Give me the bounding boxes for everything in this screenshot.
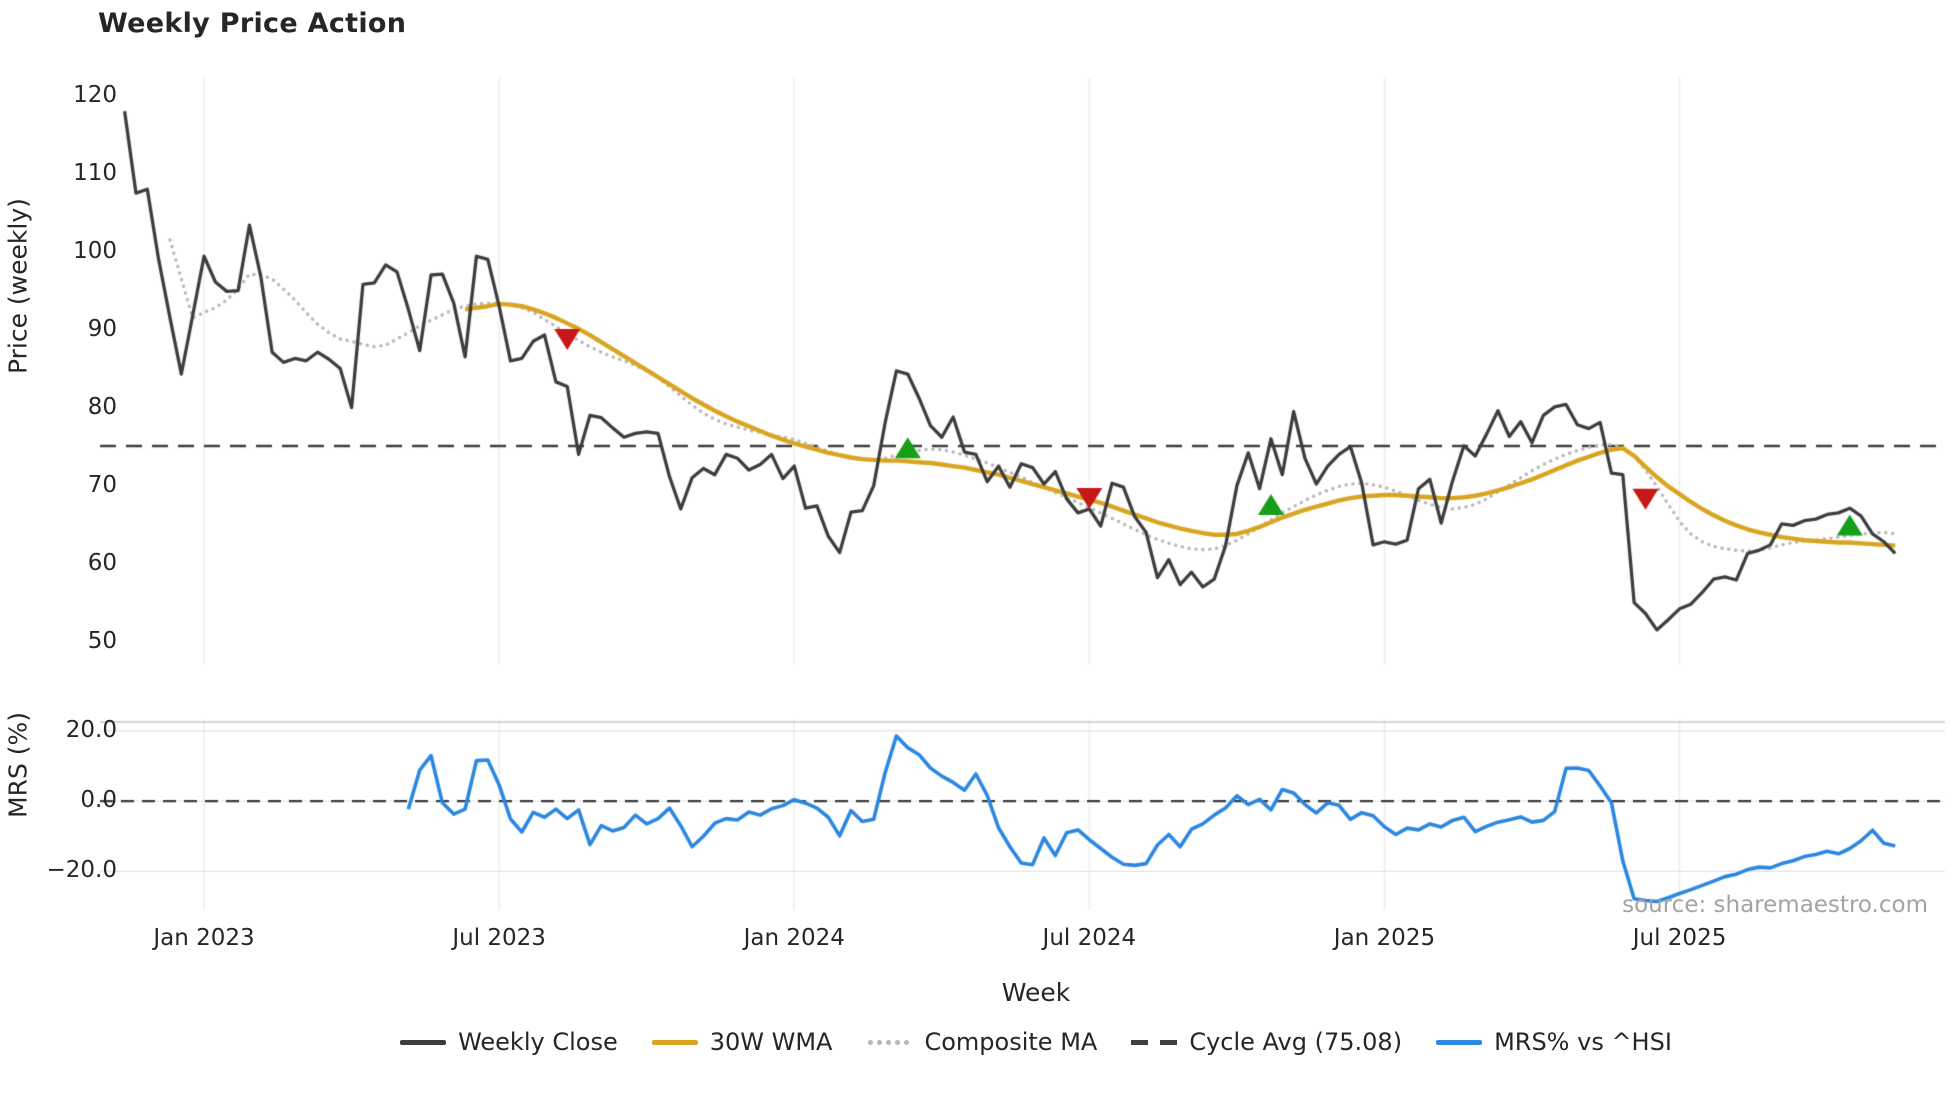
mrs-tick-label: −20.0 — [46, 857, 117, 884]
legend-label: Cycle Avg (75.08) — [1189, 1028, 1403, 1056]
price-tick-label: 50 — [87, 627, 117, 654]
legend-swatch-solid-icon — [400, 1039, 447, 1045]
legend-swatch-solid-icon — [651, 1039, 698, 1045]
price-tick-label: 60 — [87, 549, 117, 576]
price-tick-label: 80 — [87, 393, 117, 420]
source-credit: source: sharemaestro.com — [1622, 892, 1928, 918]
price-tick-label: 90 — [87, 315, 117, 342]
legend-swatch-dashed-icon — [1131, 1039, 1178, 1045]
legend-item: Weekly Close — [400, 1028, 618, 1056]
x-tick-label: Jan 2025 — [1333, 925, 1436, 951]
chart-title: Weekly Price Action — [98, 8, 407, 39]
mrs-tick-label: 0.0 — [80, 787, 117, 814]
legend-swatch-dotted-icon — [866, 1039, 913, 1045]
legend-item: 30W WMA — [651, 1028, 833, 1056]
price-tick-label: 120 — [73, 81, 117, 108]
x-tick-label: Jul 2025 — [1632, 925, 1727, 951]
legend-item: Composite MA — [866, 1028, 1097, 1056]
legend-item: Cycle Avg (75.08) — [1131, 1028, 1402, 1056]
legend-swatch-solid-icon — [1436, 1039, 1483, 1045]
price-axis-label: Price (weekly) — [3, 198, 33, 374]
legend-label: 30W WMA — [709, 1028, 833, 1056]
x-tick-label: Jul 2024 — [1042, 925, 1137, 951]
price-tick-label: 70 — [87, 471, 117, 498]
x-tick-label: Jan 2023 — [153, 925, 255, 951]
mrs-tick-label: 20.0 — [65, 716, 117, 743]
legend-label: Weekly Close — [458, 1028, 618, 1056]
price-tick-label: 100 — [73, 237, 117, 264]
x-tick-label: Jul 2023 — [452, 925, 546, 951]
x-tick-label: Jan 2024 — [743, 925, 845, 951]
legend-label: Composite MA — [924, 1028, 1098, 1056]
x-axis-label: Week — [1001, 978, 1071, 1007]
legend-label: MRS% vs ^HSI — [1494, 1028, 1672, 1056]
price-tick-label: 110 — [73, 159, 117, 186]
legend: Weekly Close 30W WMA Composite MA Cycle Avg… — [127, 1028, 1945, 1056]
legend-item: MRS% vs ^HSI — [1436, 1028, 1672, 1056]
